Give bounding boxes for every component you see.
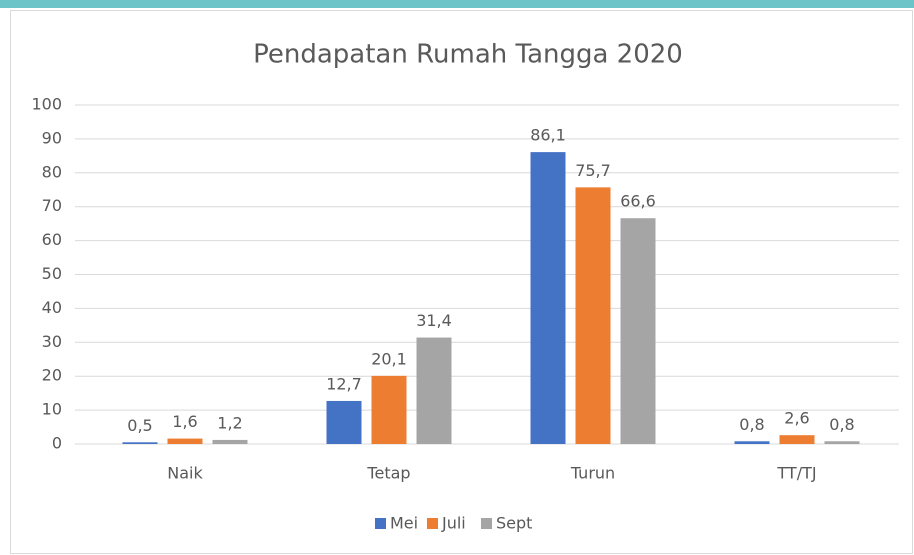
value-label: 1,6 xyxy=(172,412,197,431)
value-label: 12,7 xyxy=(326,374,362,393)
legend-label: Sept xyxy=(496,514,532,533)
y-tick-label: 70 xyxy=(42,196,62,215)
bar xyxy=(824,441,860,444)
bar xyxy=(734,441,770,444)
bar xyxy=(530,152,566,444)
value-label: 1,2 xyxy=(217,413,242,432)
bar xyxy=(371,375,407,444)
legend-label: Mei xyxy=(390,514,418,533)
value-label: 0,5 xyxy=(127,416,152,435)
x-tick-label: Tetap xyxy=(366,464,410,483)
bar xyxy=(122,442,158,444)
legend-swatch xyxy=(427,518,438,529)
x-tick-label: TT/TJ xyxy=(776,464,816,483)
x-tick-label: Naik xyxy=(167,464,203,483)
bar xyxy=(416,337,452,444)
top-decoration xyxy=(0,0,914,8)
value-label: 0,8 xyxy=(739,415,764,434)
legend-swatch xyxy=(375,518,386,529)
bar xyxy=(167,438,203,444)
y-tick-label: 40 xyxy=(42,298,62,317)
chart-title: Pendapatan Rumah Tangga 2020 xyxy=(253,40,683,70)
value-label: 75,7 xyxy=(575,161,611,180)
value-label: 20,1 xyxy=(371,349,407,368)
y-tick-label: 80 xyxy=(42,162,62,181)
value-label: 86,1 xyxy=(530,126,566,145)
value-label: 0,8 xyxy=(829,415,854,434)
y-tick-label: 60 xyxy=(42,230,62,249)
bar xyxy=(620,218,656,444)
legend-label: Juli xyxy=(441,514,466,533)
y-tick-label: 100 xyxy=(31,95,62,114)
y-tick-label: 0 xyxy=(52,434,62,453)
y-tick-label: 20 xyxy=(42,366,62,385)
y-tick-label: 50 xyxy=(42,264,62,283)
y-tick-label: 10 xyxy=(42,400,62,419)
bar xyxy=(326,400,362,444)
value-label: 2,6 xyxy=(784,409,809,428)
value-label: 66,6 xyxy=(620,192,656,211)
value-label: 31,4 xyxy=(416,311,452,330)
chart-frame xyxy=(10,10,913,554)
y-tick-label: 30 xyxy=(42,332,62,351)
bar xyxy=(779,435,815,444)
x-tick-label: Turun xyxy=(570,464,615,483)
y-tick-label: 90 xyxy=(42,128,62,147)
bar xyxy=(212,439,248,444)
legend-swatch xyxy=(481,518,492,529)
bar xyxy=(575,187,611,444)
